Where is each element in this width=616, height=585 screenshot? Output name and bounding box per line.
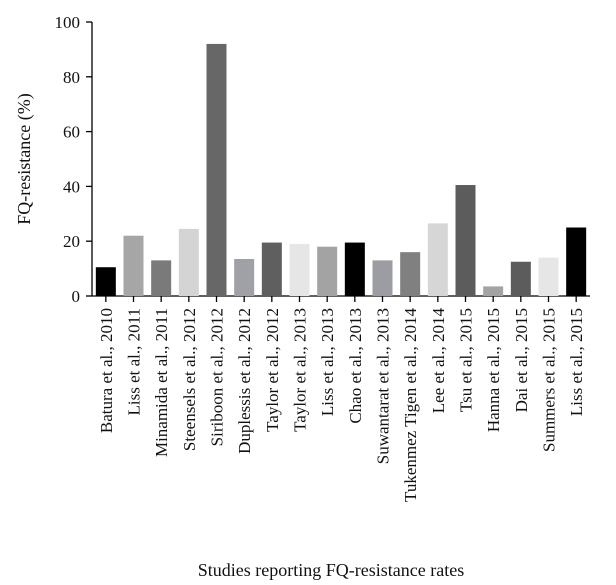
bar [123, 235, 144, 296]
x-tick-label: Summers et al., 2015 [540, 308, 559, 452]
x-tick-label: Duplessis et al., 2012 [235, 308, 254, 454]
x-tick-label: Siriboon et al., 2012 [208, 308, 227, 446]
bars [95, 43, 587, 296]
bar [483, 286, 504, 296]
x-tick-label: Taylor et al., 2013 [291, 308, 310, 432]
bar [538, 257, 559, 296]
bar [151, 260, 172, 296]
x-tick-label: Dai et al., 2015 [512, 308, 531, 412]
y-tick-label: 80 [63, 68, 80, 87]
y-tick-label: 20 [63, 232, 80, 251]
y-axis: 0 20 40 60 80 100 [55, 13, 93, 306]
x-tick-label: Steensels et al., 2012 [180, 308, 199, 451]
y-axis-title: FQ-resistance (%) [14, 93, 35, 224]
bar [95, 267, 116, 296]
y-tick-label: 40 [63, 177, 80, 196]
bar [261, 242, 282, 296]
bar [317, 246, 338, 296]
x-tick-label: Liss et al., 2015 [567, 308, 586, 416]
y-ticks: 0 20 40 60 80 100 [55, 13, 92, 306]
bar [289, 243, 310, 296]
x-tick-label: Batura et al., 2010 [97, 308, 116, 433]
bar [206, 43, 227, 296]
x-tick-label: Chao et al., 2013 [346, 308, 365, 424]
x-axis-title: Studies reporting FQ-resistance rates [198, 560, 464, 580]
x-tick-label: Tukenmez Tigen et al., 2014 [401, 308, 420, 502]
bar [178, 228, 199, 296]
x-tick-label: Minamida et al., 2011 [152, 308, 171, 457]
x-ticks: Batura et al., 2010 Liss et al., 2011 Mina… [97, 296, 586, 502]
x-tick-label: Liss et al., 2011 [125, 308, 144, 416]
bar [234, 259, 255, 296]
bar [510, 261, 531, 296]
y-tick-label: 60 [63, 123, 80, 142]
bar [372, 260, 393, 296]
x-axis: Batura et al., 2010 Liss et al., 2011 Mina… [92, 295, 590, 502]
bar [400, 252, 421, 296]
x-tick-label: Lee et al., 2014 [429, 308, 448, 414]
x-tick-label: Liss et al., 2013 [318, 308, 337, 416]
y-tick-label: 100 [55, 13, 81, 32]
bar [344, 242, 365, 296]
bar [566, 227, 587, 296]
x-tick-label: Hanna et al., 2015 [484, 308, 503, 432]
x-tick-label: Tsu et al., 2015 [457, 308, 476, 412]
bar [427, 223, 448, 296]
bar [455, 185, 476, 296]
x-tick-label: Taylor et al., 2012 [263, 308, 282, 432]
x-tick-label: Suwantarat et al., 2013 [374, 308, 393, 464]
y-tick-label: 0 [72, 287, 81, 306]
